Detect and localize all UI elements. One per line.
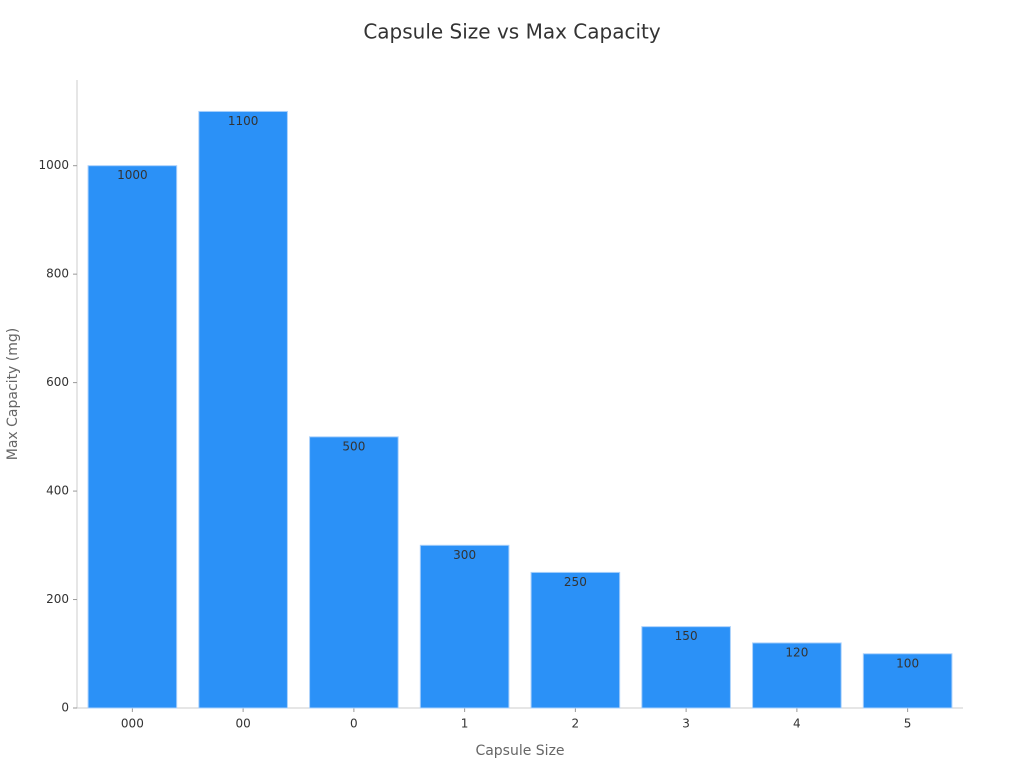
bar (419, 544, 510, 709)
data-label: 150 (675, 629, 698, 643)
x-tick-label: 00 (235, 717, 250, 731)
bar (198, 110, 288, 709)
bar (862, 653, 953, 709)
y-tick-label: 0 (61, 701, 69, 715)
x-tick-label: 5 (904, 717, 912, 731)
x-tick-label: 4 (793, 717, 801, 731)
bar (309, 436, 399, 709)
bar (87, 165, 178, 709)
x-tick-label: 3 (682, 717, 690, 731)
chart-title: Capsule Size vs Max Capacity (363, 20, 661, 44)
bar (530, 571, 621, 709)
bar (752, 642, 842, 709)
data-label: 100 (896, 656, 919, 670)
x-tick-label: 0 (350, 717, 358, 731)
y-tick-label: 800 (46, 267, 69, 281)
x-tick-label: 2 (572, 717, 580, 731)
x-tick-label: 000 (121, 717, 144, 731)
y-tick-label: 400 (46, 484, 69, 498)
data-label: 250 (564, 575, 587, 589)
data-label: 1000 (117, 168, 148, 182)
data-label: 120 (785, 645, 808, 659)
data-label: 300 (453, 548, 476, 562)
bar (641, 626, 731, 709)
data-label: 500 (342, 439, 365, 453)
y-tick-label: 600 (46, 375, 69, 389)
y-axis-label: Max Capacity (mg) (5, 328, 21, 460)
y-tick-label: 1000 (38, 158, 69, 172)
y-tick-label: 200 (46, 592, 69, 606)
data-label: 1100 (228, 114, 259, 128)
x-tick-label: 1 (461, 717, 469, 731)
x-axis-label: Capsule Size (475, 743, 564, 759)
